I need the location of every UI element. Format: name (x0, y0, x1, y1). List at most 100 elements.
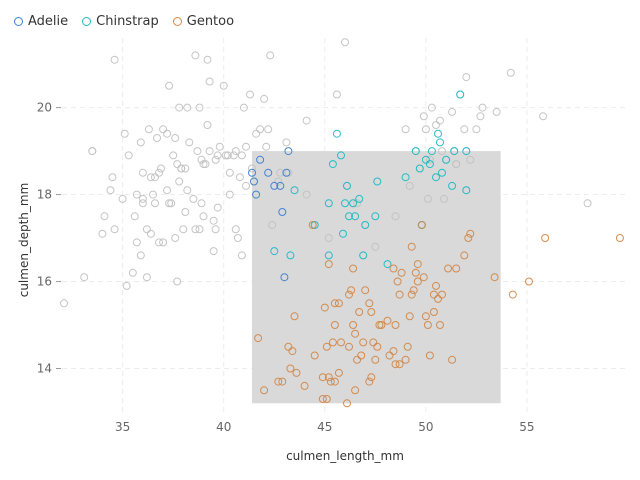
point-adelie (280, 273, 289, 282)
point-chinstrap (448, 181, 457, 190)
point-unselected (405, 181, 414, 190)
point-unselected (165, 81, 174, 90)
legend-swatch-gentoo (172, 17, 182, 26)
legend-swatch-adelie (14, 17, 23, 26)
point-gentoo (324, 373, 333, 382)
point-unselected (231, 225, 240, 234)
point-unselected (60, 299, 68, 308)
y-tick-label: 18 (37, 188, 52, 202)
point-unselected (138, 199, 147, 208)
point-adelie (284, 147, 293, 156)
point-unselected (506, 68, 515, 77)
point-gentoo (395, 360, 404, 369)
point-gentoo (254, 334, 263, 343)
point-unselected (130, 212, 139, 221)
point-unselected (237, 151, 246, 160)
point-unselected (432, 121, 440, 129)
point-unselected (80, 273, 89, 282)
point-unselected (197, 155, 206, 164)
point-gentoo (413, 260, 422, 269)
point-gentoo (525, 277, 533, 286)
point-unselected (219, 81, 228, 90)
point-gentoo (334, 299, 343, 308)
point-unselected (252, 129, 261, 138)
point-unselected (256, 125, 265, 134)
point-gentoo (373, 342, 382, 351)
point-unselected (460, 125, 469, 134)
point-unselected (110, 225, 119, 234)
point-gentoo (274, 377, 283, 386)
point-unselected (242, 181, 250, 190)
point-gentoo (429, 290, 438, 299)
point-chinstrap (438, 168, 446, 177)
point-gentoo (615, 234, 624, 242)
point-unselected (173, 277, 182, 286)
legend-item-adelie[interactable]: Adelie (14, 14, 68, 29)
point-unselected (191, 51, 200, 60)
point-gentoo (357, 351, 366, 360)
point-unselected (266, 51, 275, 60)
point-unselected (492, 107, 501, 116)
point-gentoo (367, 308, 376, 316)
point-gentoo (389, 347, 398, 356)
point-gentoo (391, 321, 400, 329)
point-unselected (440, 194, 448, 203)
point-chinstrap (462, 186, 471, 195)
point-gentoo (444, 264, 453, 273)
legend-swatch-chinstrap (82, 17, 92, 26)
point-gentoo (310, 351, 319, 360)
point-gentoo (377, 321, 386, 329)
point-unselected (371, 242, 380, 251)
point-chinstrap (349, 199, 358, 208)
legend-item-gentoo[interactable]: Gentoo (172, 14, 234, 29)
point-unselected (233, 234, 242, 242)
point-unselected (225, 190, 234, 199)
point-chinstrap (332, 129, 341, 138)
data-points (60, 38, 624, 408)
point-gentoo (417, 221, 426, 229)
point-unselected (213, 203, 222, 212)
point-chinstrap (383, 260, 392, 269)
point-unselected (171, 134, 180, 142)
point-gentoo (334, 368, 343, 377)
point-unselected (438, 147, 446, 156)
point-unselected (211, 155, 220, 164)
point-gentoo (395, 290, 404, 299)
point-unselected (332, 90, 341, 99)
point-chinstrap (425, 160, 434, 169)
point-unselected (203, 121, 212, 129)
point-chinstrap (427, 147, 436, 156)
point-gentoo (260, 386, 269, 395)
point-unselected (138, 194, 147, 203)
point-unselected (284, 168, 293, 177)
point-adelie (264, 168, 273, 177)
point-unselected (205, 77, 214, 86)
point-unselected (476, 112, 485, 121)
point-unselected (193, 147, 202, 156)
point-unselected (124, 151, 133, 160)
point-gentoo (353, 355, 362, 364)
point-adelie (252, 190, 261, 199)
point-unselected (248, 164, 256, 173)
point-chinstrap (339, 229, 347, 238)
point-gentoo (429, 308, 438, 316)
point-unselected (583, 199, 592, 208)
point-unselected (98, 229, 107, 238)
point-chinstrap (373, 177, 382, 186)
point-gentoo (359, 338, 368, 347)
y-tick-label: 20 (37, 101, 52, 115)
point-gentoo (403, 342, 412, 351)
point-chinstrap (343, 181, 351, 190)
point-gentoo (419, 273, 428, 282)
point-unselected (138, 168, 147, 177)
legend-item-chinstrap[interactable]: Chinstrap (82, 14, 159, 29)
x-tick-label: 40 (216, 420, 231, 434)
point-gentoo (407, 290, 416, 299)
point-unselected (171, 234, 180, 242)
point-unselected (159, 238, 168, 247)
point-unselected (466, 155, 475, 164)
point-chinstrap (442, 155, 451, 164)
point-unselected (201, 160, 210, 169)
point-unselected (181, 208, 190, 216)
point-unselected (341, 38, 349, 47)
